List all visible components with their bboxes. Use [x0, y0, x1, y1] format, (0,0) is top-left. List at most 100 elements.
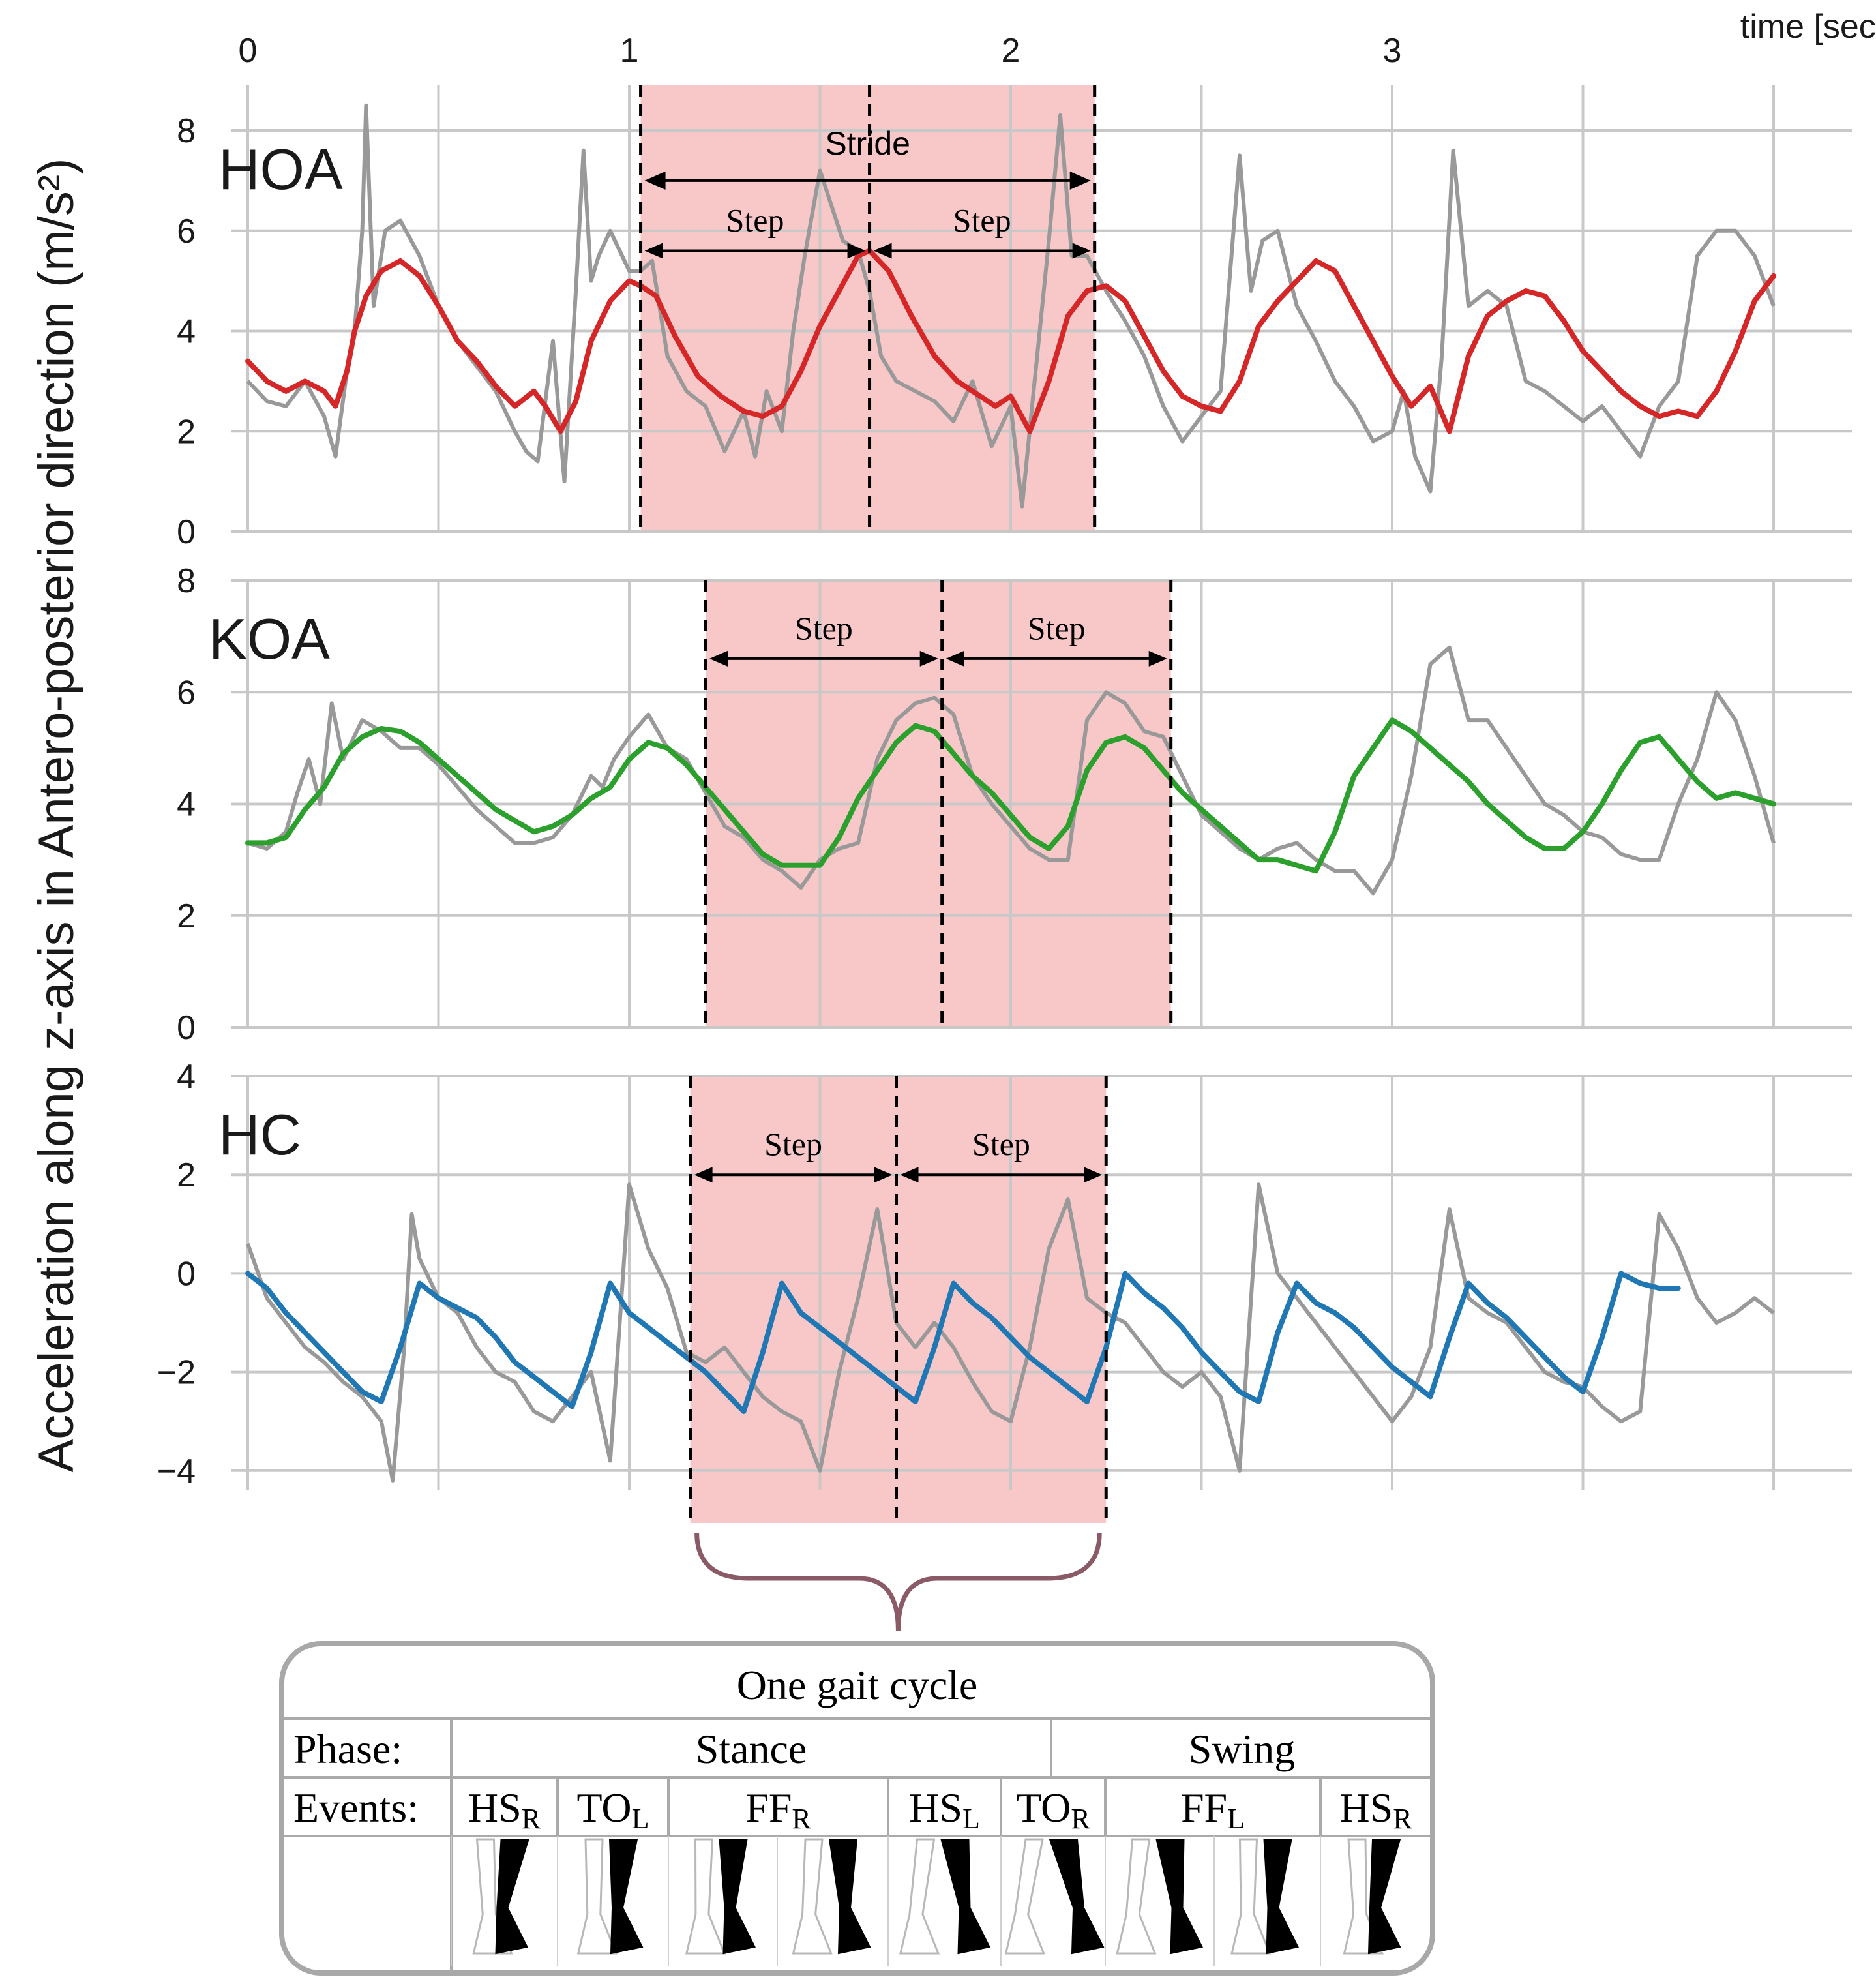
leg-illustration-icon — [899, 1838, 990, 1955]
outline-leg — [792, 1838, 833, 1955]
arrowhead-right — [1072, 243, 1091, 259]
step-annotation: Step — [644, 202, 866, 259]
gait-cycle-brace — [694, 1532, 1102, 1631]
leg-illustration-icon — [1116, 1838, 1203, 1955]
y-tick-label: 0 — [177, 1009, 196, 1047]
time-tick-label: 3 — [1383, 32, 1402, 70]
step-annotation: Step — [709, 610, 938, 667]
smoothed-signal-line — [245, 717, 1776, 874]
panel-label: HOA — [218, 137, 343, 202]
gait-table-title: One gait cycle — [737, 1662, 978, 1708]
arrowhead-left — [644, 243, 663, 259]
arrowhead-right — [1084, 1167, 1103, 1183]
y-axis-label: Acceleration along z-axis in Antero-post… — [29, 158, 84, 1473]
annotation-label: Step — [795, 610, 853, 646]
arrowhead-right — [847, 243, 866, 259]
annotation-label: Step — [972, 1126, 1030, 1162]
y-tick-label: 8 — [177, 112, 196, 150]
gait-cycle-highlight — [640, 85, 1095, 532]
arrowhead-left — [694, 1167, 713, 1183]
event-label: HSL — [909, 1785, 980, 1835]
black-leg — [1049, 1839, 1105, 1955]
y-tick-label: 6 — [177, 213, 196, 250]
phase-stance: Stance — [696, 1726, 807, 1772]
smoothed-signal-line — [245, 248, 1776, 434]
outline-leg — [899, 1838, 940, 1955]
arrowhead-right — [874, 1167, 893, 1183]
arrowhead-right — [1148, 650, 1167, 667]
outline-leg — [1343, 1838, 1384, 1955]
panel-label: KOA — [209, 607, 330, 671]
leg-illustration-icon — [1343, 1838, 1401, 1955]
phase-swing: Swing — [1189, 1726, 1296, 1772]
leg-illustration-icon — [1004, 1838, 1105, 1955]
y-tick-label: 2 — [177, 1156, 196, 1194]
event-label: TOL — [576, 1785, 649, 1835]
leg-illustration-icon — [472, 1838, 529, 1955]
leg-illustration-icon — [576, 1838, 644, 1955]
y-tick-label: 0 — [177, 513, 196, 551]
y-tick-label: −2 — [157, 1354, 196, 1392]
leg-illustration-icon — [792, 1838, 871, 1955]
black-leg — [1263, 1839, 1299, 1955]
black-leg — [1367, 1839, 1401, 1955]
step-annotation: Step — [873, 202, 1091, 259]
event-label: FFR — [745, 1785, 811, 1835]
black-leg — [608, 1839, 644, 1955]
outline-leg — [1004, 1838, 1045, 1955]
y-tick-label: 4 — [177, 786, 196, 824]
black-leg — [495, 1839, 529, 1955]
annotation-label: Step — [764, 1126, 822, 1162]
y-tick-label: 2 — [177, 897, 196, 935]
y-tick-label: 0 — [177, 1255, 196, 1293]
panel-koa: 0 2 4 6 8 KOA Step Step — [177, 562, 1852, 1047]
arrowhead-left — [873, 243, 892, 259]
time-axis-label: time [sec] — [1740, 8, 1876, 46]
annotation-label: Step — [726, 202, 784, 239]
y-tick-label: 8 — [177, 562, 196, 600]
annotation-label: Stride — [825, 125, 910, 162]
annotation-label: Step — [953, 202, 1011, 239]
step-annotation: Step — [900, 1126, 1103, 1183]
y-tick-label: 4 — [177, 313, 196, 351]
gait-cycle-highlight — [690, 1076, 1107, 1523]
black-leg — [828, 1839, 871, 1955]
leg-illustration-icon — [1230, 1838, 1299, 1955]
event-label: HSR — [1339, 1785, 1412, 1835]
events-row-label: Events: — [293, 1785, 419, 1831]
event-label: TOR — [1016, 1785, 1090, 1835]
black-leg — [719, 1839, 756, 1955]
arrowhead-left — [945, 650, 964, 667]
step-annotation: Step — [694, 1126, 893, 1183]
y-tick-label: 4 — [177, 1058, 196, 1096]
gait-table-border — [279, 1641, 1435, 1976]
gait-cycle-table: One gait cycle Phase: Events: Stance Swing HS… — [279, 1532, 1435, 1976]
event-label: HSR — [468, 1785, 541, 1835]
y-tick-label: 6 — [177, 674, 196, 712]
panel-hc: −4 −2 0 2 4 HC Step Step — [157, 1058, 1852, 1523]
arrowhead-right — [919, 650, 938, 667]
event-label: FFL — [1181, 1785, 1245, 1835]
arrowhead-left — [644, 171, 666, 190]
panel-hoa: 0 2 4 6 8 HOA Stride Step Step — [177, 85, 1852, 551]
time-tick-label: 2 — [1002, 32, 1020, 70]
time-tick-label: 1 — [620, 32, 639, 70]
smoothed-signal-line — [245, 1271, 1681, 1414]
raw-signal-line — [246, 1182, 1775, 1483]
y-tick-label: −4 — [157, 1453, 196, 1490]
outline-leg — [576, 1838, 618, 1955]
stride-annotation: Stride — [644, 125, 1091, 190]
y-tick-label: 2 — [177, 413, 196, 451]
black-leg — [940, 1839, 990, 1955]
leg-illustration-icon — [685, 1838, 756, 1955]
step-annotation: Step — [945, 610, 1167, 667]
top-time-axis: 0 1 2 3 — [239, 32, 1402, 70]
arrowhead-right — [1069, 171, 1091, 190]
arrowhead-left — [709, 650, 728, 667]
panels: 0 2 4 6 8 HOA Stride Step Step 0 2 4 6 8 KOA Step Step −4… — [157, 85, 1852, 1523]
outline-leg — [472, 1838, 513, 1955]
arrowhead-left — [900, 1167, 919, 1183]
phase-row-label: Phase: — [293, 1726, 402, 1772]
time-tick-label: 0 — [239, 32, 258, 70]
